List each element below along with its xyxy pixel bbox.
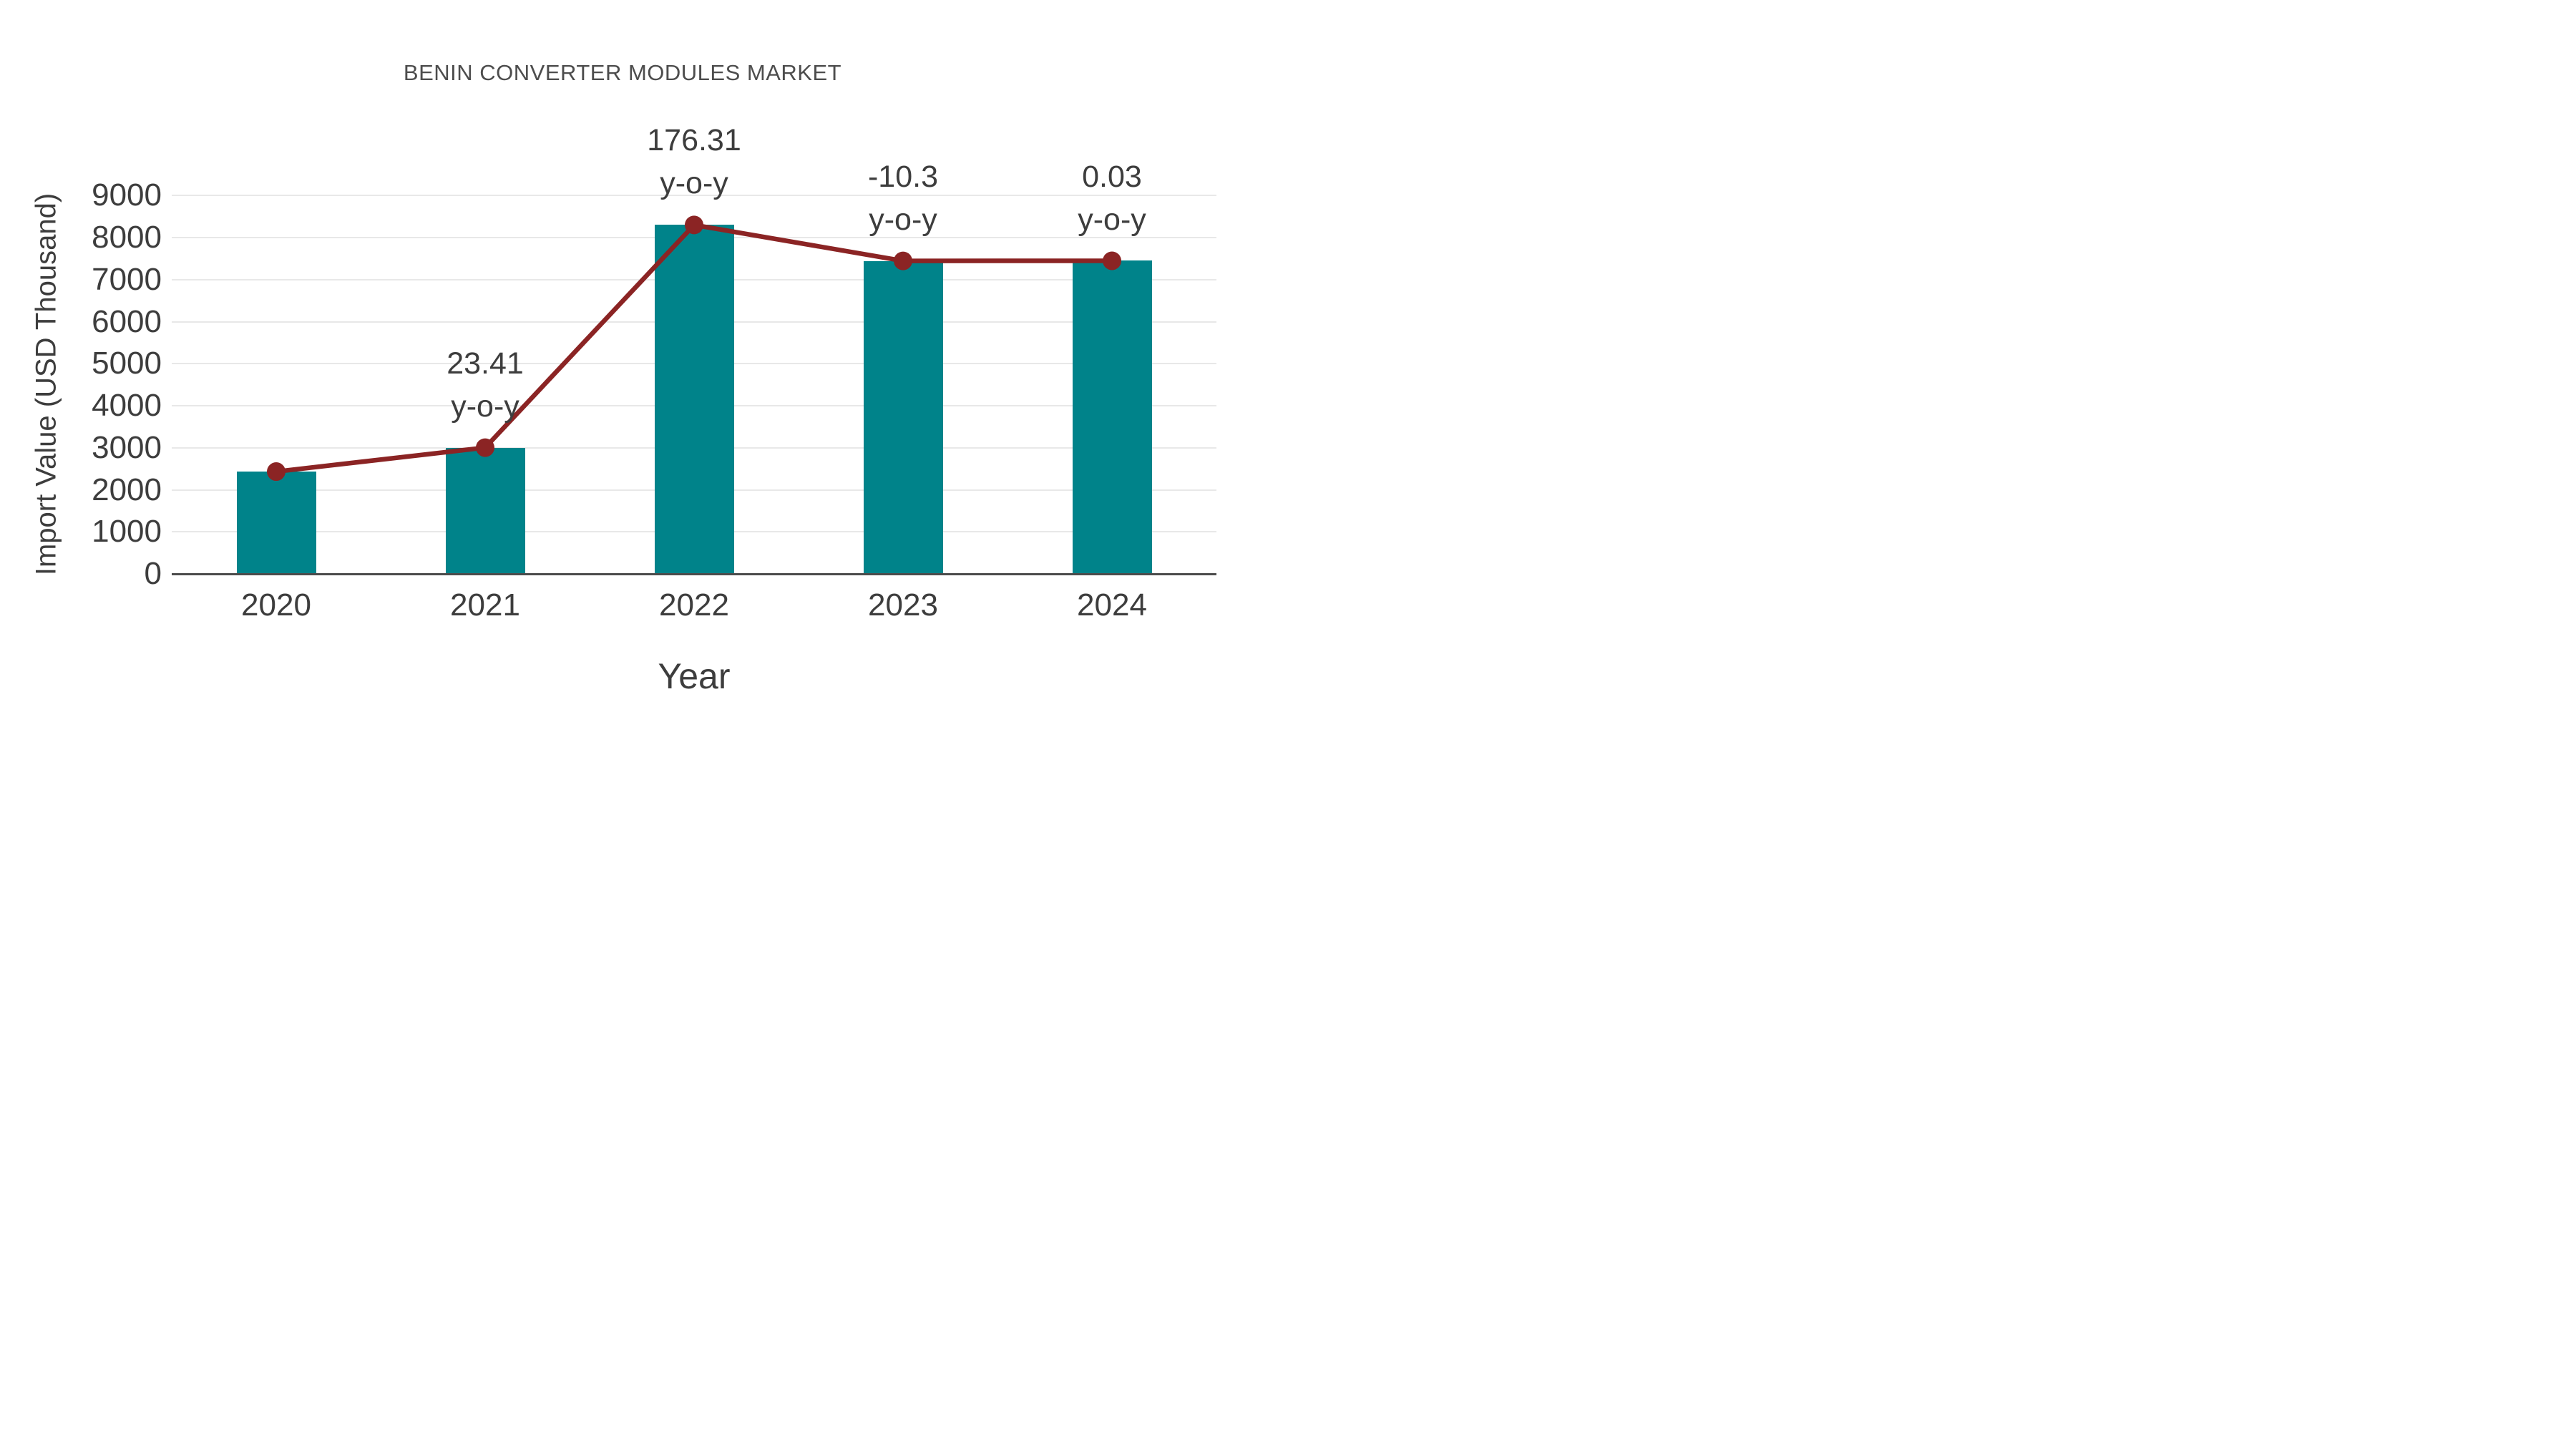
y-tick-label-2000: 2000 [92,472,162,507]
annotation-unit: y-o-y [869,202,937,237]
y-tick-label-6000: 6000 [92,303,162,339]
y-tick-label-4000: 4000 [92,388,162,423]
y-tick-label-7000: 7000 [92,261,162,297]
y-tick-label-5000: 5000 [92,346,162,381]
annotation-2021: 23.41 y-o-y [371,342,600,428]
line-marker-2022 [685,215,703,235]
x-axis-title: Year [658,656,731,696]
annotation-unit: y-o-y [451,389,519,424]
y-tick-label-3000: 3000 [92,429,162,465]
yoy-line-series [267,215,1121,482]
x-tick-label-2024: 2024 [1077,587,1147,623]
annotation-unit: y-o-y [660,166,728,201]
y-tick-label-0: 0 [144,556,162,591]
line-marker-2020 [267,462,286,482]
x-tick-label-2021: 2021 [450,587,520,623]
bar-2024 [1072,260,1152,574]
annotation-unit: y-o-y [1078,202,1146,237]
x-tick-label-2022: 2022 [659,587,729,623]
annotation-value: 176.31 [647,123,741,158]
x-axis-line [172,573,1216,575]
gridline-9000 [172,195,1216,197]
x-tick-label-2023: 2023 [868,587,938,623]
annotation-value: 0.03 [1082,159,1142,194]
line-marker-2024 [1103,251,1121,270]
annotation-value: 23.41 [447,346,524,381]
annotation-2023: -10.3 y-o-y [789,155,1018,241]
line-marker-2023 [894,251,912,270]
annotation-2024: 0.03 y-o-y [997,155,1226,241]
bar-2021 [445,447,525,574]
y-tick-label-8000: 8000 [92,220,162,255]
annotation-2022: 176.31 y-o-y [580,119,809,205]
bar-2022 [654,225,734,574]
x-tick-label-2020: 2020 [241,587,311,623]
line-marker-2021 [476,438,494,457]
bar-2023 [863,260,943,574]
bar-2020 [236,472,316,574]
y-tick-label-1000: 1000 [92,514,162,550]
y-tick-label-9000: 9000 [92,177,162,213]
chart-title: BENIN CONVERTER MODULES MARKET [403,60,842,85]
chart-canvas: BENIN CONVERTER MODULES MARKET Import Va… [0,0,1288,725]
annotation-value: -10.3 [867,159,938,194]
